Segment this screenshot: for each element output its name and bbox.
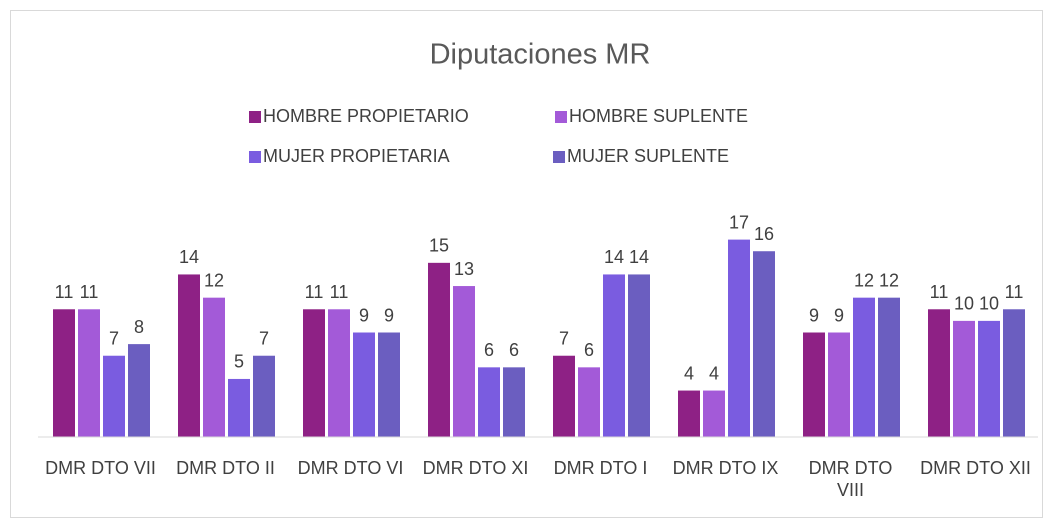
bar xyxy=(703,390,725,437)
bar xyxy=(428,262,450,437)
data-label: 4 xyxy=(684,363,694,383)
x-tick-label: DMR DTO VIII xyxy=(808,458,893,500)
bar xyxy=(828,332,850,437)
data-label: 9 xyxy=(834,305,844,325)
bar xyxy=(853,297,875,437)
legend-label: MUJER SUPLENTE xyxy=(567,146,729,166)
bar xyxy=(353,332,375,437)
x-tick-label: DMR DTO II xyxy=(176,458,275,478)
data-label: 14 xyxy=(629,247,649,267)
bar xyxy=(953,320,975,437)
bar xyxy=(178,274,200,437)
bar xyxy=(328,309,350,437)
bar xyxy=(978,320,1000,437)
bar xyxy=(78,309,100,437)
data-label: 12 xyxy=(879,270,899,290)
bar xyxy=(203,297,225,437)
legend-swatch xyxy=(553,151,565,163)
bar xyxy=(503,367,525,437)
x-tick-label: DMR DTO VI xyxy=(297,458,404,478)
data-label: 12 xyxy=(854,270,874,290)
bar xyxy=(228,378,250,437)
legend-swatch xyxy=(249,111,261,123)
bar xyxy=(128,344,150,437)
data-label: 10 xyxy=(979,294,999,314)
data-label: 9 xyxy=(809,305,819,325)
data-label: 11 xyxy=(80,282,99,302)
bar xyxy=(578,367,600,437)
data-label: 9 xyxy=(384,305,394,325)
bar xyxy=(1003,309,1025,437)
x-tick-label: DMR DTO XI xyxy=(422,458,529,478)
data-label: 13 xyxy=(454,259,474,279)
data-label: 17 xyxy=(729,212,749,232)
data-label: 11 xyxy=(1005,282,1024,302)
data-label: 16 xyxy=(754,224,774,244)
data-label: 9 xyxy=(359,305,369,325)
x-tick-label: DMR DTO I xyxy=(553,458,648,478)
data-label: 14 xyxy=(179,247,199,267)
bar xyxy=(603,274,625,437)
legend-swatch xyxy=(249,151,261,163)
legend-label: HOMBRE SUPLENTE xyxy=(569,106,748,126)
data-label: 8 xyxy=(134,317,144,337)
bar xyxy=(628,274,650,437)
data-label: 12 xyxy=(204,270,224,290)
bar xyxy=(728,239,750,437)
data-label: 5 xyxy=(234,352,244,372)
bar xyxy=(753,251,775,437)
bar xyxy=(478,367,500,437)
chart-border xyxy=(10,10,1043,518)
bar xyxy=(53,309,75,437)
bar xyxy=(928,309,950,437)
data-label: 11 xyxy=(930,282,949,302)
x-tick-label: DMR DTO IX xyxy=(672,458,779,478)
data-label: 11 xyxy=(55,282,74,302)
chart-title: Diputaciones MR xyxy=(430,39,651,71)
x-tick-label: DMR DTO XII xyxy=(920,458,1031,478)
data-label: 11 xyxy=(330,282,349,302)
data-label: 4 xyxy=(709,363,719,383)
bar xyxy=(378,332,400,437)
data-label: 6 xyxy=(584,340,594,360)
bar xyxy=(678,390,700,437)
data-label: 7 xyxy=(109,328,119,348)
data-label: 14 xyxy=(604,247,624,267)
data-label: 11 xyxy=(305,282,324,302)
bar xyxy=(303,309,325,437)
bar xyxy=(453,286,475,437)
x-tick-label: DMR DTO VII xyxy=(45,458,156,478)
data-label: 7 xyxy=(259,328,269,348)
bar xyxy=(803,332,825,437)
bar xyxy=(103,355,125,437)
data-label: 7 xyxy=(559,328,569,348)
data-label: 6 xyxy=(484,340,494,360)
legend-swatch xyxy=(555,111,567,123)
data-label: 6 xyxy=(509,340,519,360)
bar xyxy=(553,355,575,437)
legend-label: MUJER PROPIETARIA xyxy=(263,146,450,166)
legend-label: HOMBRE PROPIETARIO xyxy=(263,106,469,126)
bar xyxy=(253,355,275,437)
bar xyxy=(878,297,900,437)
data-label: 10 xyxy=(954,294,974,314)
data-label: 15 xyxy=(429,236,449,256)
